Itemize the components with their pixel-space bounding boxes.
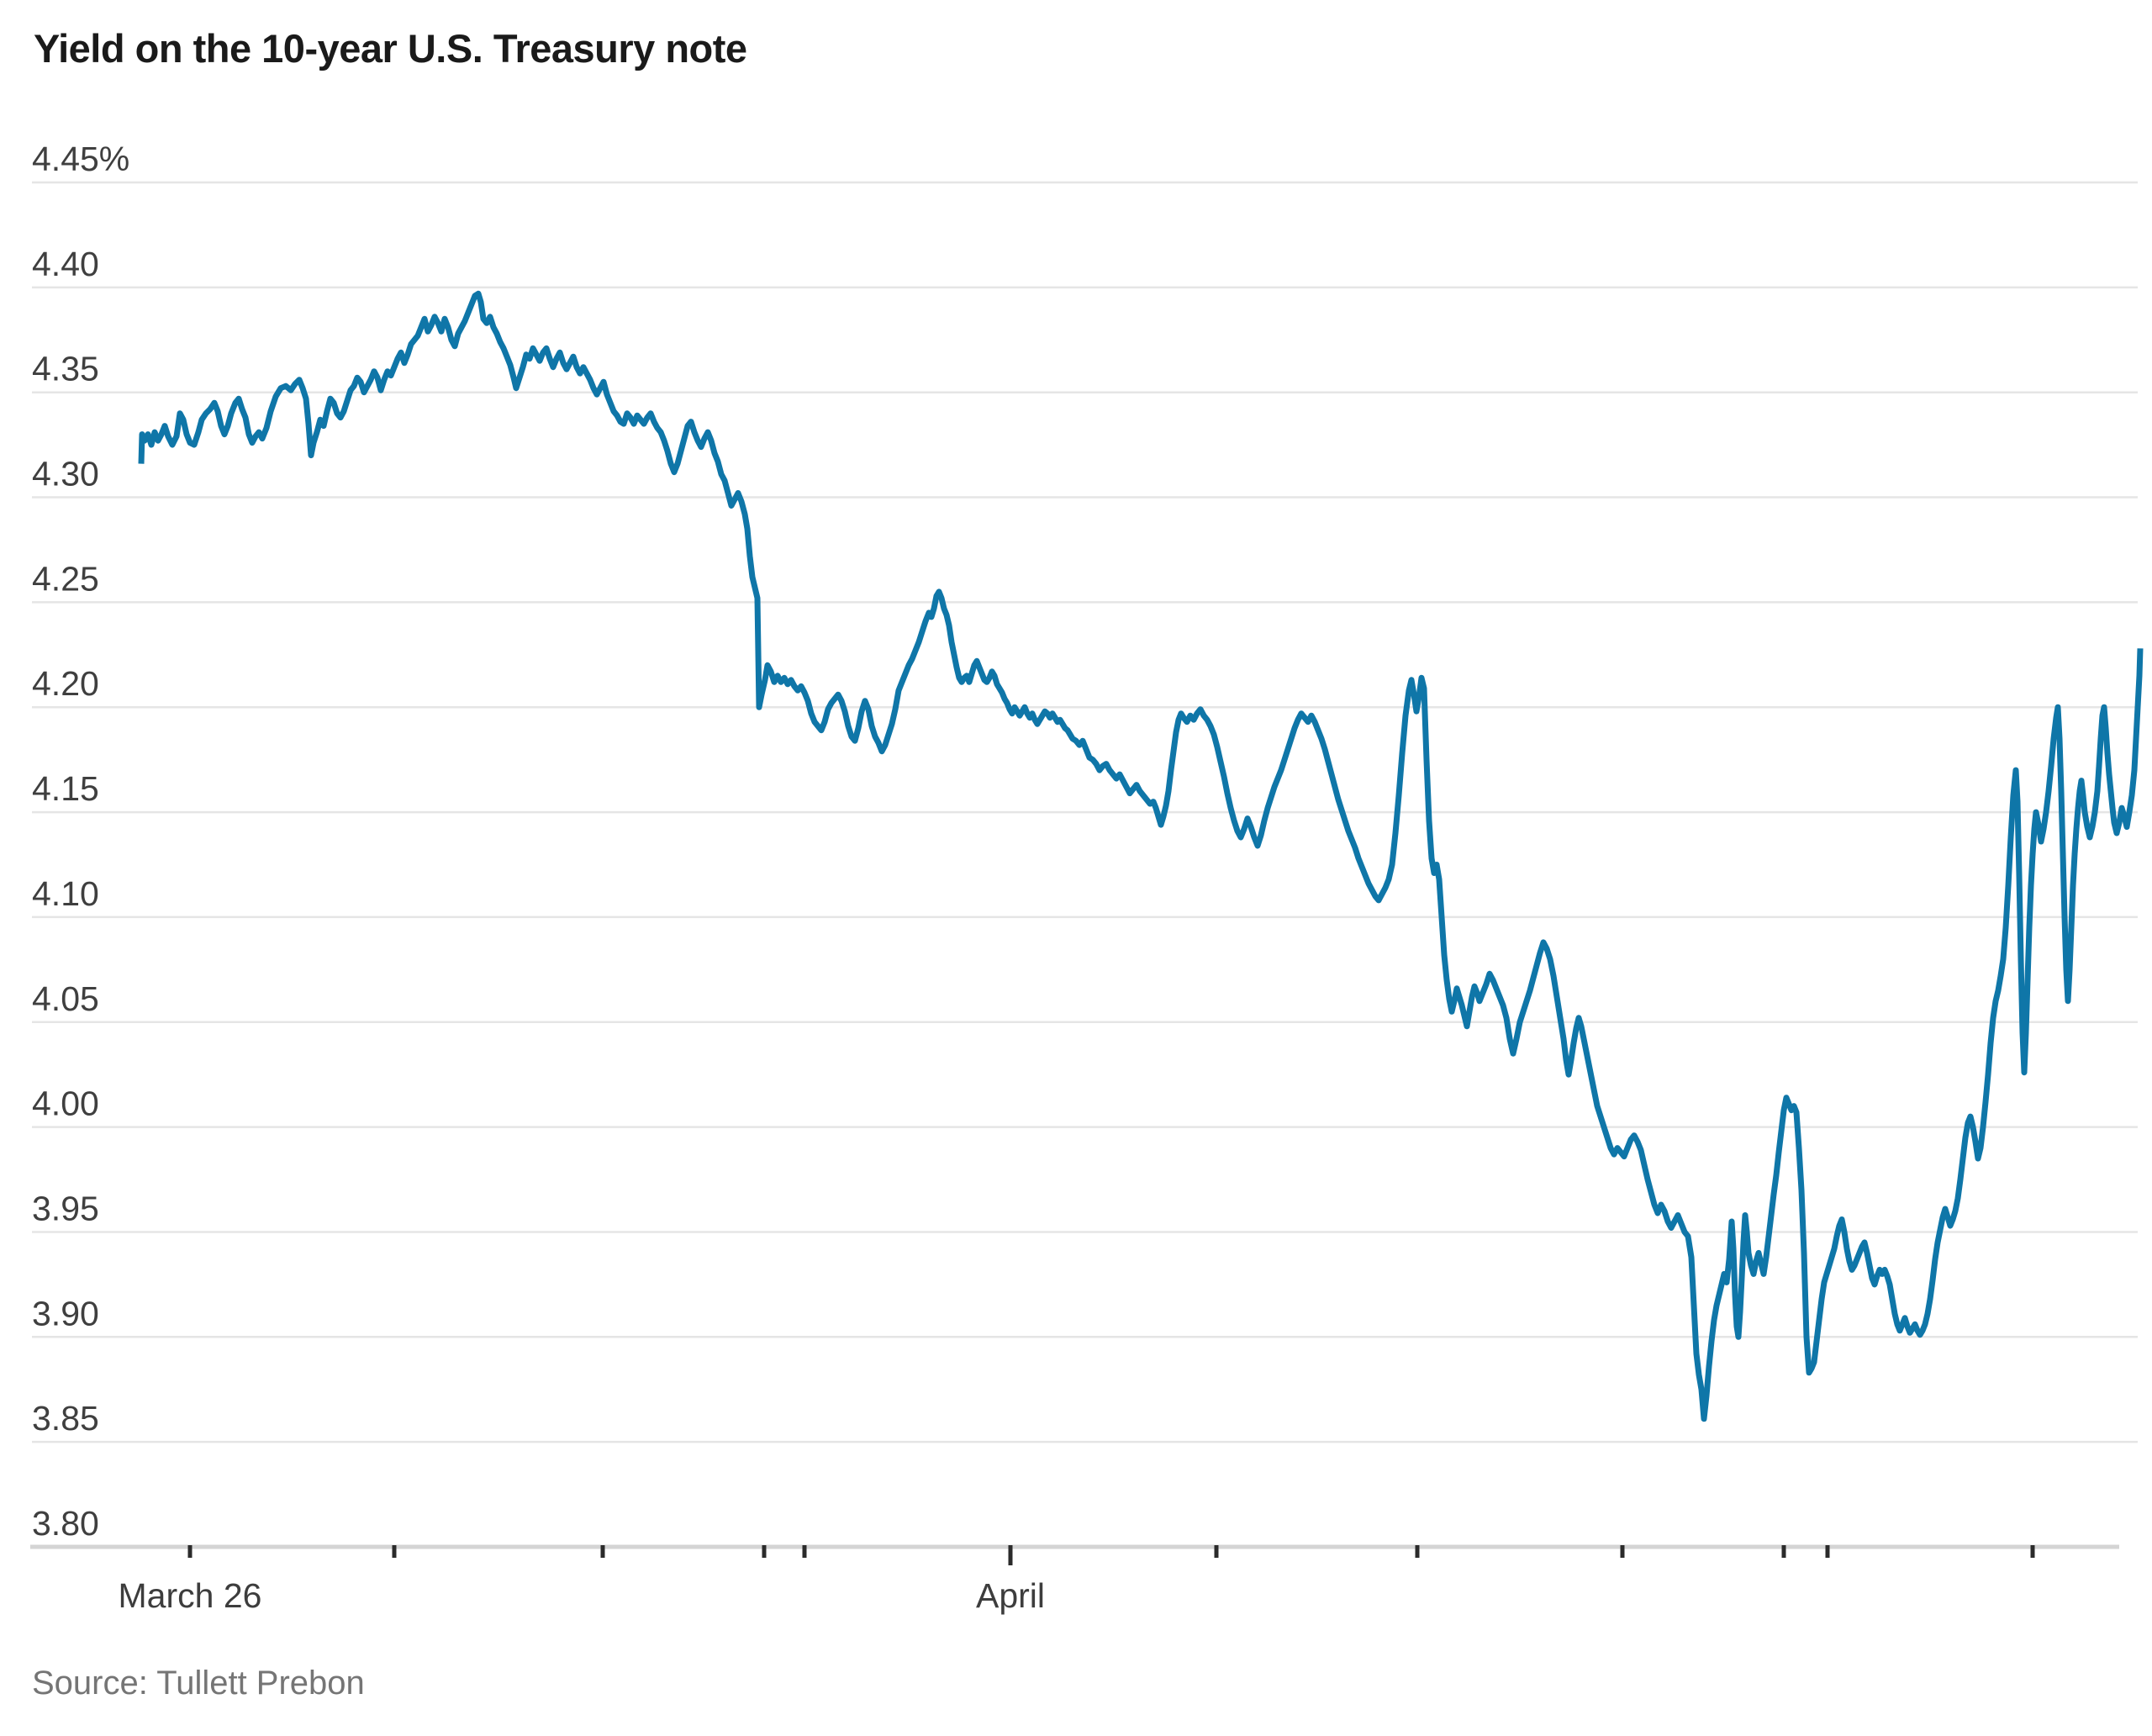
x-axis-tick <box>2030 1545 2035 1558</box>
y-axis-label: 4.00 <box>32 1084 99 1123</box>
y-axis-label: 4.35 <box>32 350 99 388</box>
y-axis-label: 4.20 <box>32 664 99 703</box>
y-axis-label: 4.05 <box>32 979 99 1018</box>
x-axis-label: April <box>976 1576 1045 1615</box>
x-axis-tick <box>1214 1545 1219 1558</box>
x-axis-tick <box>802 1545 807 1558</box>
x-axis-tick <box>1825 1545 1830 1558</box>
y-axis-label: 4.25 <box>32 559 99 598</box>
source-credit: Source: Tullett Prebon <box>32 1665 365 1702</box>
x-axis-tick <box>1415 1545 1420 1558</box>
x-axis-tick <box>187 1545 193 1558</box>
y-axis-label: 3.85 <box>32 1399 99 1438</box>
y-axis-label: 4.10 <box>32 874 99 913</box>
x-axis-label: March 26 <box>119 1576 262 1615</box>
x-axis-tick <box>600 1545 605 1558</box>
chart-title: Yield on the 10-year U.S. Treasury note <box>34 26 747 71</box>
y-axis-label: 4.45% <box>32 140 129 178</box>
y-axis-label: 4.30 <box>32 455 99 493</box>
x-axis-tick <box>1781 1545 1786 1558</box>
y-axis-label: 3.95 <box>32 1189 99 1227</box>
x-axis-tick <box>1620 1545 1625 1558</box>
x-axis-tick <box>1008 1545 1013 1565</box>
y-axis-label: 4.15 <box>32 769 99 808</box>
y-axis-label: 3.90 <box>32 1294 99 1332</box>
x-axis-tick <box>762 1545 767 1558</box>
yield-line <box>138 290 2144 1422</box>
y-axis-label: 4.40 <box>32 245 99 283</box>
y-axis-label: 3.80 <box>32 1504 99 1543</box>
x-axis-tick <box>392 1545 397 1558</box>
